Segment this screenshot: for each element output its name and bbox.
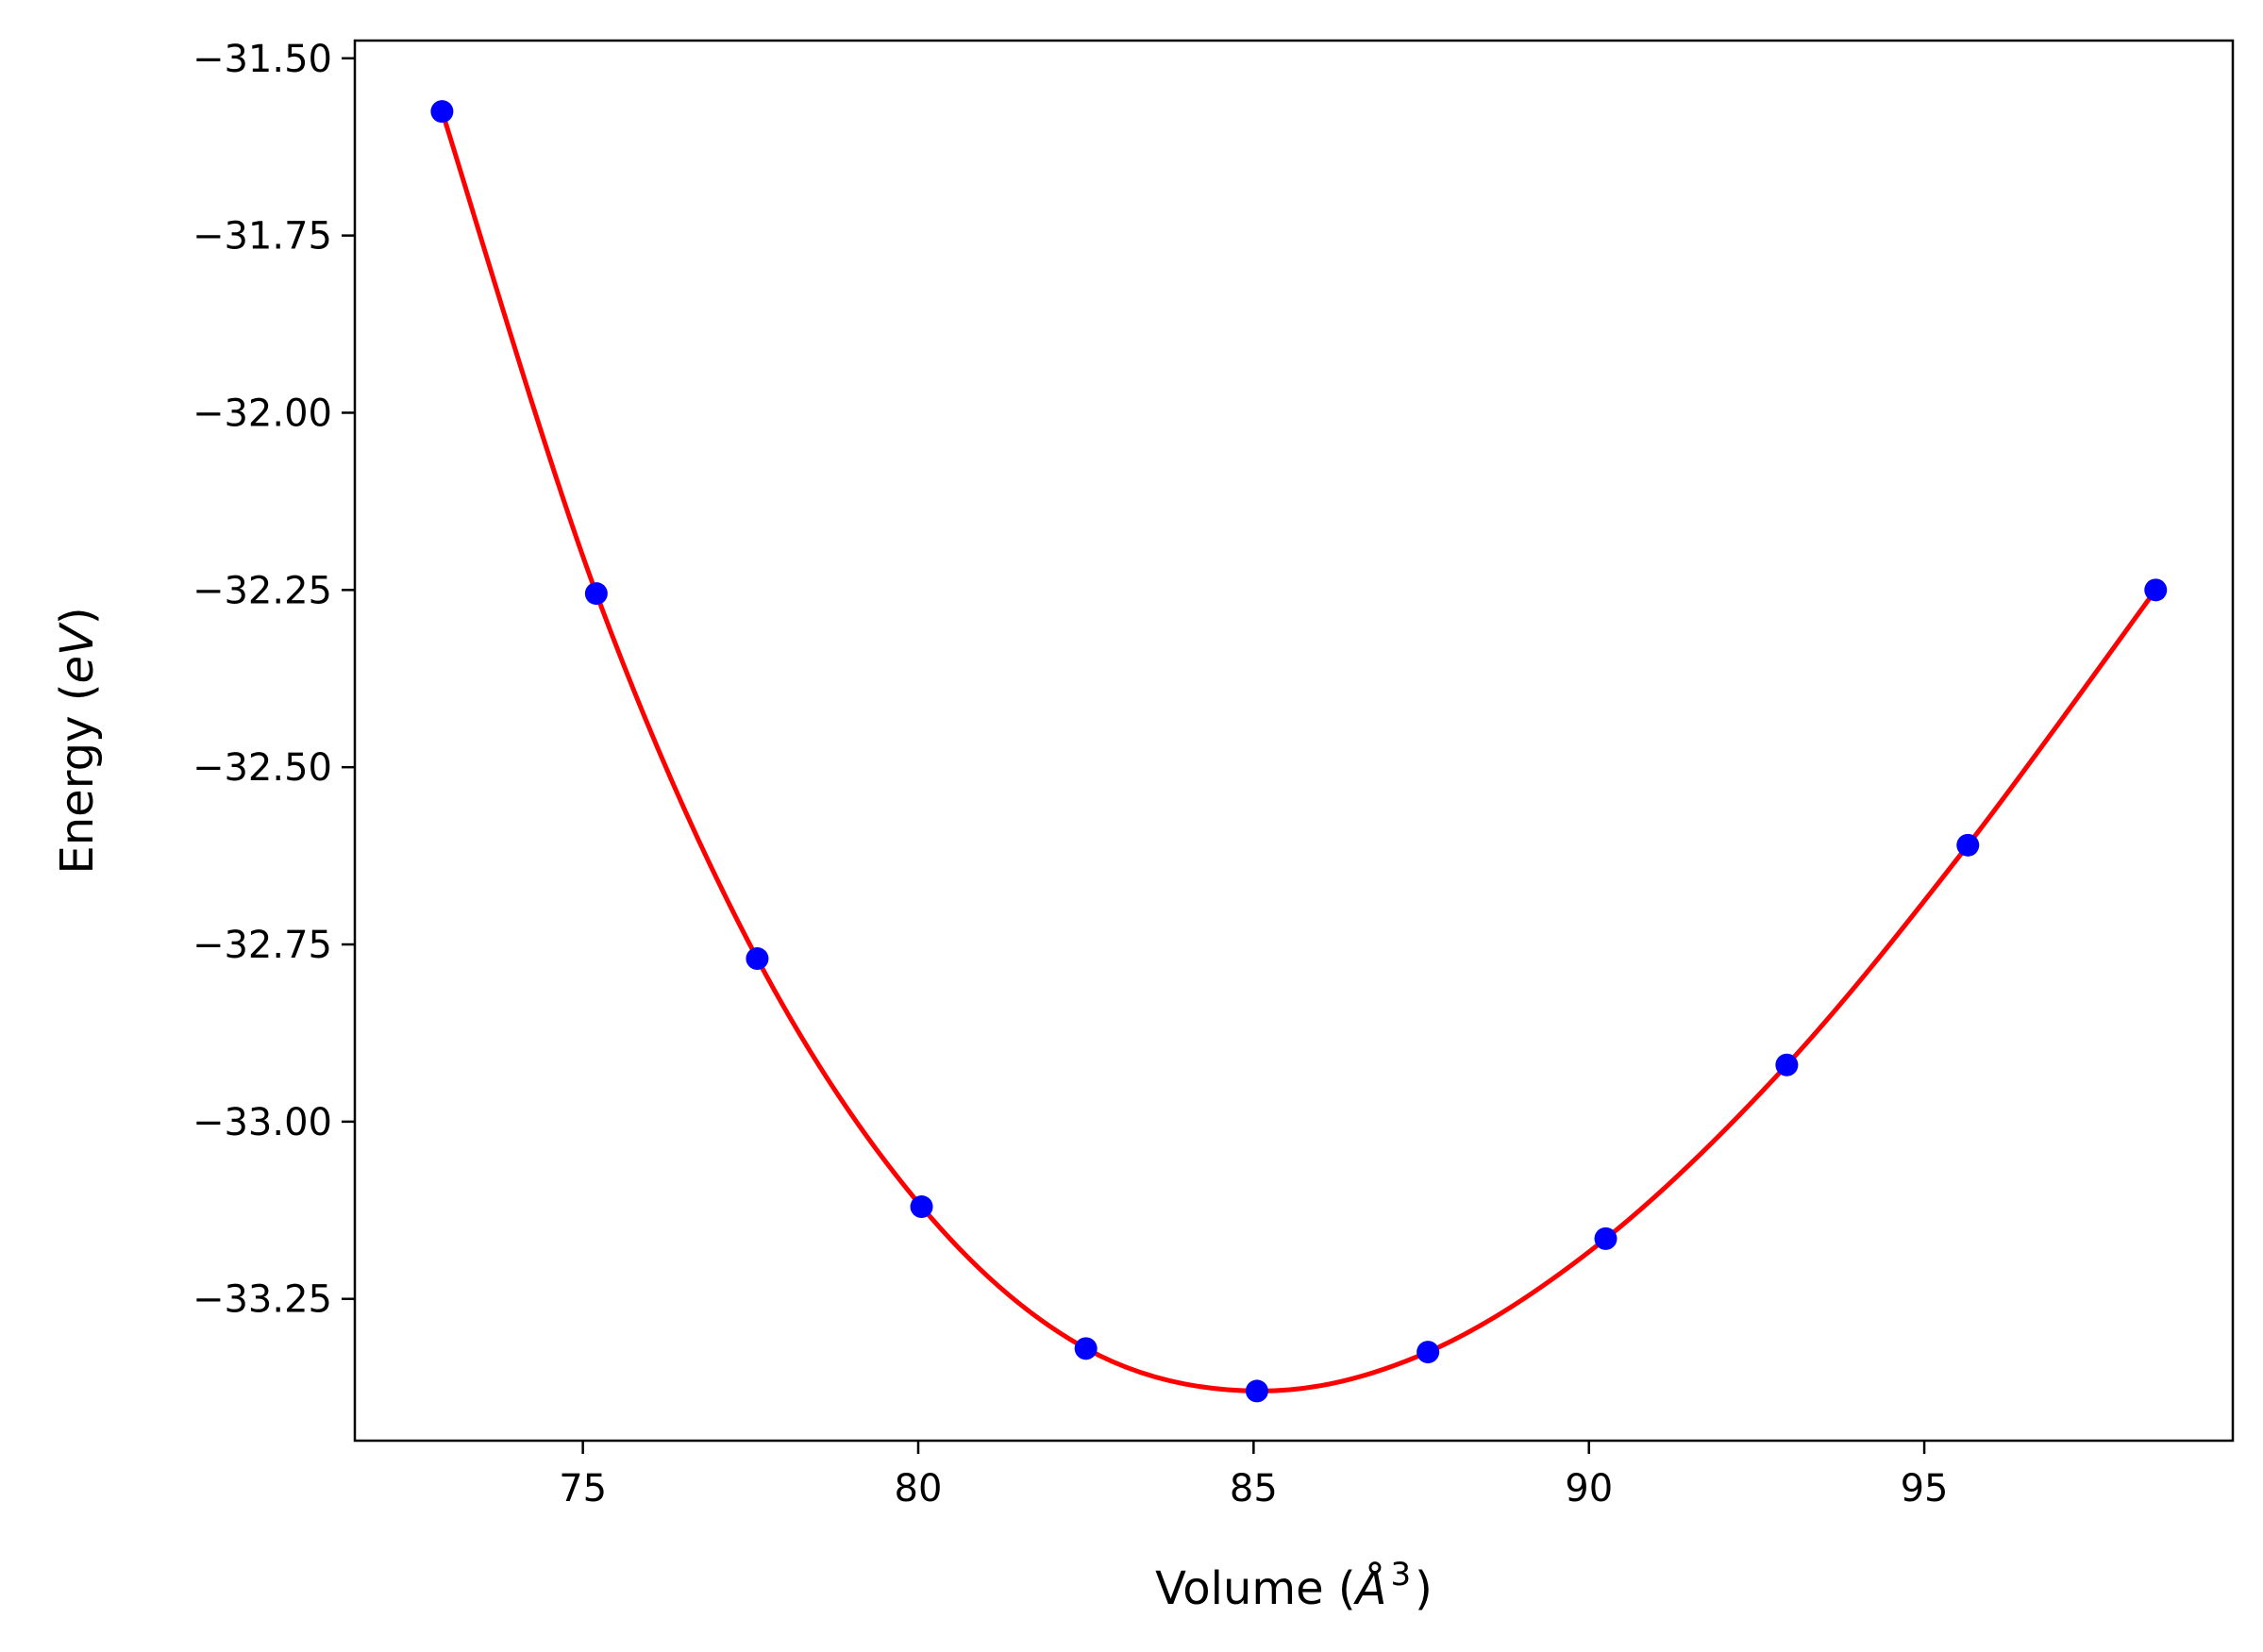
- y-tick-label: −31.50: [193, 38, 332, 81]
- data-point: [910, 1195, 933, 1219]
- y-tick-label: −33.00: [193, 1101, 332, 1144]
- data-point: [1594, 1226, 1618, 1250]
- y-axis-title-prefix: Energy (: [51, 684, 104, 875]
- x-axis-title-prefix: Volume (: [1155, 1562, 1356, 1615]
- y-tick-label: −33.25: [193, 1278, 332, 1322]
- x-tick-label: 75: [559, 1467, 607, 1510]
- x-tick-label: 80: [895, 1467, 943, 1510]
- x-tick-label: 90: [1565, 1467, 1613, 1510]
- fit-curve-line: [440, 110, 2158, 1393]
- y-tick-label: −32.75: [193, 924, 332, 967]
- y-axis-title-suffix: ): [51, 607, 104, 625]
- data-point: [1245, 1379, 1268, 1403]
- y-tick-label: −32.00: [193, 392, 332, 435]
- x-axis-title: Volume (Å 3): [1155, 1556, 1433, 1615]
- x-axis-title-exponent: 3: [1390, 1556, 1411, 1594]
- data-points: [430, 100, 2168, 1403]
- data-point: [1074, 1337, 1098, 1360]
- plot-frame: [353, 39, 2235, 1443]
- y-axis-title-variable: eV: [51, 622, 104, 684]
- x-axis-ticks: 75 80 85 90 95: [559, 1441, 1949, 1510]
- x-axis-title-variable: Å: [1353, 1561, 1387, 1615]
- x-tick-label: 95: [1901, 1467, 1949, 1510]
- data-point: [430, 100, 454, 124]
- data-point: [1956, 833, 1980, 857]
- y-tick-label: −31.75: [193, 215, 332, 259]
- data-point: [1416, 1341, 1440, 1364]
- x-axis-title-suffix: ): [1415, 1562, 1433, 1615]
- y-axis-ticks: −31.50 −31.75 −32.00 −32.25 −32.50 −32.75 −33.…: [193, 38, 355, 1322]
- x-tick-label: 85: [1230, 1467, 1278, 1510]
- data-point: [1775, 1053, 1799, 1076]
- y-tick-label: −32.50: [193, 746, 332, 790]
- data-point: [2144, 578, 2168, 602]
- y-tick-label: −32.25: [193, 569, 332, 612]
- data-point: [746, 947, 769, 971]
- data-point: [584, 582, 608, 606]
- y-axis-title: Energy (eV): [51, 607, 104, 874]
